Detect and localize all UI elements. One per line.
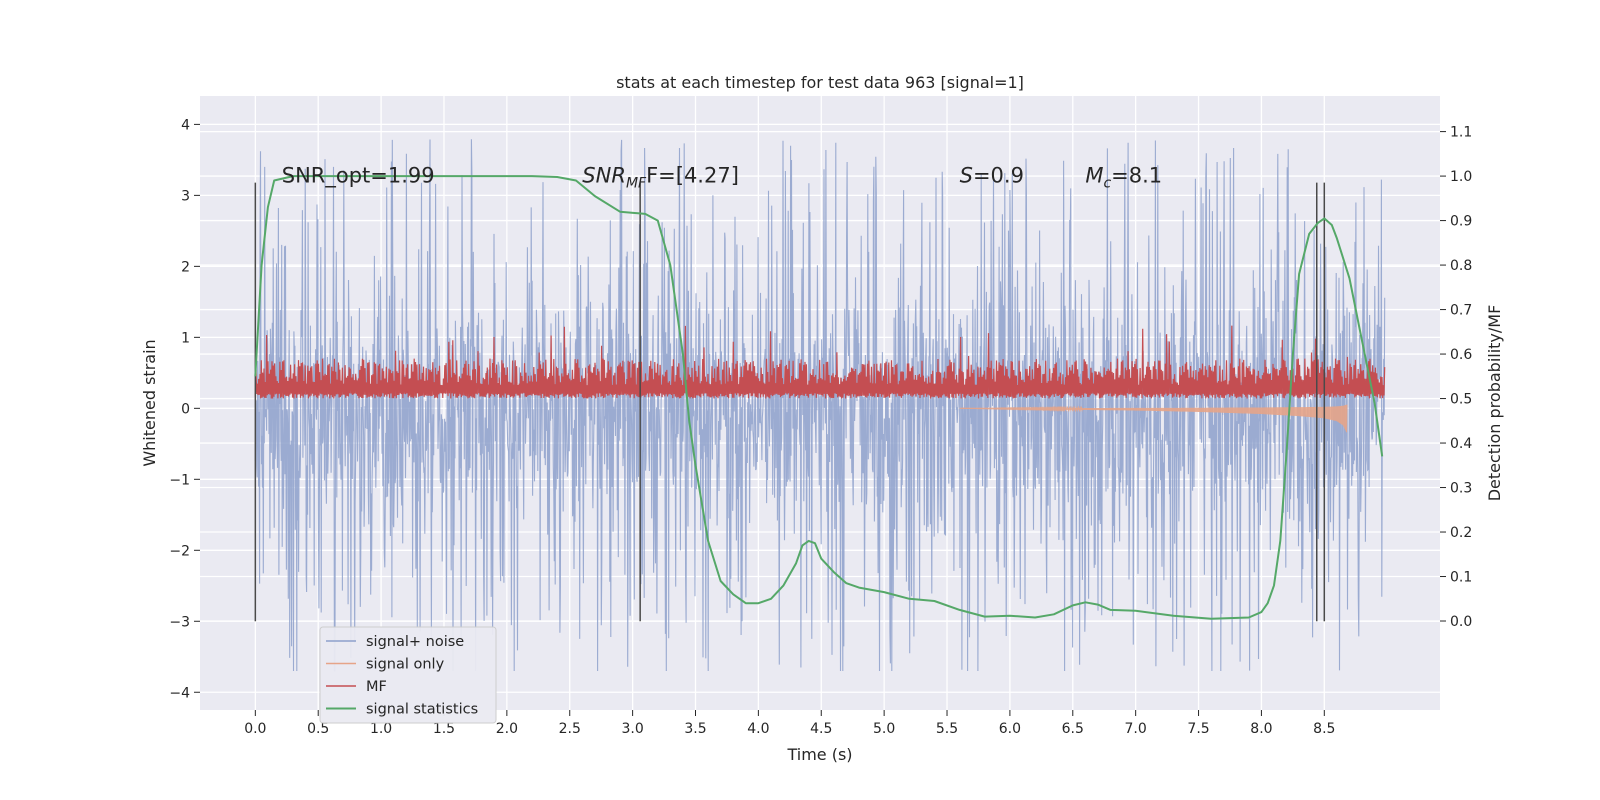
- x-tick-label: 6.5: [1062, 721, 1084, 737]
- y2-tick-label: 0.6: [1450, 347, 1472, 363]
- y-tick-label: 0: [181, 401, 190, 417]
- y-tick-label: 2: [181, 259, 190, 275]
- y-tick-label: −2: [169, 543, 190, 559]
- annotation-4: Mc=8.1: [1085, 164, 1162, 192]
- series-signal-statistics: [254, 175, 1384, 620]
- x-tick-label: 5.0: [873, 721, 895, 737]
- plot-content: [254, 139, 1386, 672]
- x-tick-label: 7.5: [1187, 721, 1209, 737]
- legend-label: MF: [366, 679, 387, 695]
- x-tick-label: 4.0: [747, 721, 769, 737]
- y2-tick-label: 0.7: [1450, 303, 1472, 319]
- y2-axis-label: Detection probability/MF: [1485, 305, 1504, 502]
- y-tick-label: 3: [181, 188, 190, 204]
- y2-tick-label: 1.0: [1450, 169, 1472, 185]
- x-tick-label: 8.5: [1313, 721, 1335, 737]
- annotation-3: S=0.9: [960, 164, 1024, 188]
- x-tick-label: 0.0: [244, 721, 266, 737]
- y2-tick-label: 0.3: [1450, 481, 1472, 497]
- y-tick-label: 1: [181, 330, 190, 346]
- y2-tick-label: 1.1: [1450, 125, 1472, 141]
- y2-tick-label: 0.1: [1450, 570, 1472, 586]
- annotation-2: SNRMFF=[4.27]: [582, 164, 739, 192]
- x-tick-label: 5.5: [936, 721, 958, 737]
- y2-tick-label: 0.2: [1450, 525, 1472, 541]
- y-tick-label: −3: [169, 614, 190, 630]
- x-tick-label: 3.5: [684, 721, 706, 737]
- x-tick-label: 8.0: [1250, 721, 1272, 737]
- legend-label: signal statistics: [366, 702, 478, 718]
- y2-tick-label: 0.9: [1450, 214, 1472, 230]
- annotations: SNR_opt=1.99 SNRMFF=[4.27] S=0.9 Mc=8.1: [282, 164, 1162, 192]
- x-axis-label: Time (s): [786, 745, 852, 764]
- x-tick-label: 1.5: [433, 721, 455, 737]
- y-tick-label: −1: [169, 472, 190, 488]
- axes: 0.0 0.5 1.0 1.5 2.0 2.5 3.0 3.5 4.0 4.5 5.0 5.5 6.0 6…: [169, 117, 1472, 737]
- x-tick-label: 3.0: [621, 721, 643, 737]
- y-tick-label: 4: [181, 117, 190, 133]
- legend-label: signal only: [366, 657, 445, 673]
- x-tick-label: 7.0: [1125, 721, 1147, 737]
- x-tick-label: 4.5: [810, 721, 832, 737]
- y2-tick-label: 0.5: [1450, 392, 1472, 408]
- annotation-1: SNR_opt=1.99: [282, 164, 435, 189]
- x-tick-label: 2.5: [559, 721, 581, 737]
- series-signal-only: [959, 404, 1348, 433]
- legend: signal+ noise signal only MF signal statist…: [319, 626, 497, 724]
- legend-label: signal+ noise: [366, 634, 464, 650]
- x-tick-label: 1.0: [370, 721, 392, 737]
- x-tick-label: 6.0: [999, 721, 1021, 737]
- y-axis-label: Whitened strain: [140, 339, 159, 466]
- chart-title: stats at each timestep for test data 963…: [616, 73, 1024, 92]
- y2-tick-label: 0.8: [1450, 258, 1472, 274]
- y2-tick-label: 0.0: [1450, 614, 1472, 630]
- y-tick-label: −4: [169, 685, 190, 701]
- legend-box: [319, 626, 497, 724]
- x-tick-label: 2.0: [496, 721, 518, 737]
- series-mf: [254, 325, 1386, 399]
- y2-tick-label: 0.4: [1450, 436, 1472, 452]
- x-tick-label: 0.5: [307, 721, 329, 737]
